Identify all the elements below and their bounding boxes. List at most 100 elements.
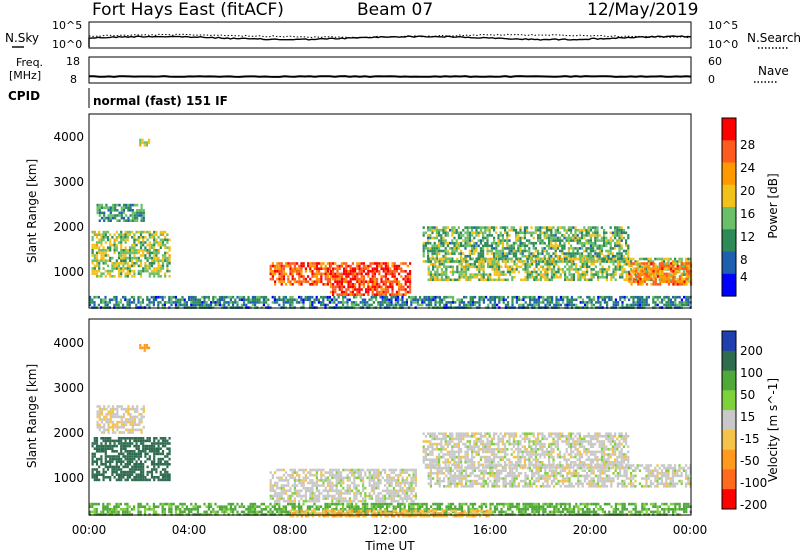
powerCells-cell <box>135 243 138 247</box>
powerCells-cell <box>528 239 531 242</box>
powerCells-cell <box>517 260 520 263</box>
powerCells-cell <box>131 236 134 239</box>
powerCells-cell <box>563 254 566 258</box>
velCells-cell <box>368 484 371 487</box>
powerCells-cell <box>118 203 121 207</box>
powerCells-cell <box>362 270 365 273</box>
powerCells-cell <box>449 295 452 299</box>
powerCells-cell <box>378 262 381 265</box>
powerCells-cell <box>567 239 570 242</box>
powerCells-cell <box>376 280 379 283</box>
velCells-cell <box>355 497 358 500</box>
powerCells-cell <box>386 298 389 302</box>
powerCells-cell <box>144 246 147 249</box>
velCells-cell <box>120 405 123 408</box>
powerCells-cell <box>639 270 642 273</box>
velCells-cell <box>135 452 138 456</box>
powerCells-cell <box>495 254 498 258</box>
velCells-cell <box>109 410 112 413</box>
powerCells-cell <box>380 275 383 278</box>
powerCells-cell <box>570 254 573 258</box>
powerCells-cell <box>122 256 125 260</box>
powerCells-cell <box>140 216 143 220</box>
velCells-cell <box>117 478 121 482</box>
powerCells-cell <box>116 209 119 212</box>
powerCells-cell <box>451 252 454 255</box>
powerCells-cell <box>537 301 540 304</box>
powerCells-cell <box>548 226 551 229</box>
velCells-cell <box>346 476 349 480</box>
powerCells-cell <box>133 269 136 273</box>
velCells-cell <box>271 476 274 480</box>
powerCells-cell <box>521 252 524 255</box>
powerCells-cell <box>409 275 412 278</box>
powerCells-cell <box>603 298 606 302</box>
powerCells-cell <box>298 283 301 286</box>
powerCells-cell <box>168 249 171 252</box>
powerCells-cell <box>326 272 329 276</box>
powerCells-cell <box>665 272 668 276</box>
powerCells-cell <box>135 259 138 262</box>
powerCells-cell <box>116 203 119 207</box>
powerCells-cell <box>138 211 141 215</box>
powerCells-cell <box>329 272 332 276</box>
velCells-cell <box>304 499 307 503</box>
powerCells-cell <box>647 295 650 299</box>
powerCells-cell <box>678 283 682 286</box>
powerCells-cell <box>482 260 485 263</box>
velCells-cell <box>135 465 138 469</box>
powerCells-cell <box>434 298 437 302</box>
velCells-cell <box>98 405 101 408</box>
powerCells-cell <box>315 262 318 265</box>
powerCells-cell <box>159 230 162 234</box>
powerCells-cell <box>104 295 107 299</box>
powerCells-cell <box>550 275 553 279</box>
velCells-cell <box>298 479 301 482</box>
velCells-cell <box>133 450 136 453</box>
powerCells-cell <box>390 295 393 299</box>
velCells-cell <box>395 492 398 495</box>
powerCells-cell <box>630 270 633 273</box>
powerCells-cell <box>502 278 505 282</box>
powerCells-cell <box>389 267 392 270</box>
powerCells-cell <box>150 246 154 249</box>
powerCells-cell <box>137 230 140 234</box>
powerCells-cell <box>122 209 126 212</box>
powerCells-cell <box>102 262 105 265</box>
powerCells-cell <box>150 272 154 275</box>
powerCells-cell <box>528 265 531 269</box>
powerCells-cell <box>489 273 492 276</box>
powerCells-cell <box>493 295 496 299</box>
powerCells-cell <box>542 273 545 276</box>
powerCells-cell <box>131 211 134 215</box>
powerCells-cell <box>550 254 553 258</box>
powerCells-cell <box>146 251 149 255</box>
powerCells-cell <box>636 295 639 299</box>
velCells-cell <box>100 455 103 458</box>
powerCells-cell <box>440 249 443 253</box>
powerCells-cell <box>159 301 162 304</box>
powerCells-cell <box>597 298 600 302</box>
powerCells-cell <box>435 236 438 240</box>
powerCells-cell <box>140 219 143 222</box>
powerCells-cell <box>489 301 492 304</box>
powerCells-cell <box>181 303 184 307</box>
powerCells-cell <box>575 265 578 269</box>
velCells-cell <box>401 489 404 493</box>
powerCells-cell <box>628 303 631 307</box>
powerCells-cell <box>351 267 354 270</box>
velCells-cell <box>397 499 400 503</box>
velCells-cell <box>120 415 123 419</box>
powerCells-cell <box>523 244 526 248</box>
powerCells-cell <box>475 241 478 245</box>
powerCells-cell <box>133 264 136 268</box>
powerCells-cell <box>126 238 129 242</box>
powerCells-cell <box>433 244 436 248</box>
powerCells-cell <box>161 233 165 236</box>
powerCells-cell <box>141 298 144 302</box>
powerCells-cell <box>632 295 635 299</box>
powerCells-cell <box>347 270 350 273</box>
powerCells-cell <box>658 257 661 261</box>
velCells-cell <box>126 476 129 479</box>
powerCells-cell <box>332 275 335 278</box>
